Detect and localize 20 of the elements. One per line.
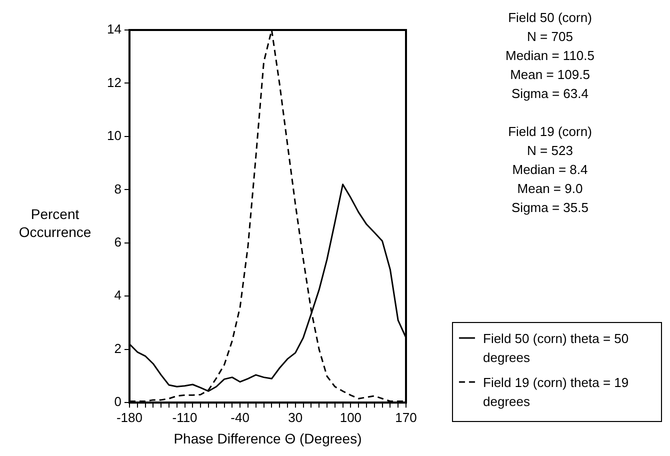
x-tick-label: 30 [288,410,303,425]
x-tick-label: 170 [395,410,417,425]
x-tick-label: -110 [172,410,198,425]
y-tick-label: 10 [106,128,122,144]
legend-label: Field 19 (corn) theta = 19 degrees [483,374,630,411]
text: Field 50 (corn) N = 705 Median = 110.5 Mean = 109.5 Sigma = 63.4 [504,9,596,103]
legend-label: Field 50 (corn) theta = 50 degrees [483,330,630,367]
x-tick-label: 100 [340,410,362,425]
x-tick-label: -40 [230,410,250,425]
y-tick-label: 8 [114,181,122,196]
y-axis-title: Percent Occurrence [18,205,92,241]
y-tick-label: 14 [106,22,122,37]
y-tick-label: 2 [114,340,122,356]
y-tick-label: 6 [114,234,122,250]
y-tick-label: 0 [114,394,122,410]
y-tick-label: 12 [106,74,122,90]
y-tick-label: 4 [114,288,122,303]
x-axis-title: Phase Difference Θ (Degrees) [174,430,362,446]
x-tick-label: -180 [116,410,142,425]
text: Field 19 (corn) N = 523 Median = 8.4 Mean = 9.0 Sigma = 35.5 [507,123,593,217]
